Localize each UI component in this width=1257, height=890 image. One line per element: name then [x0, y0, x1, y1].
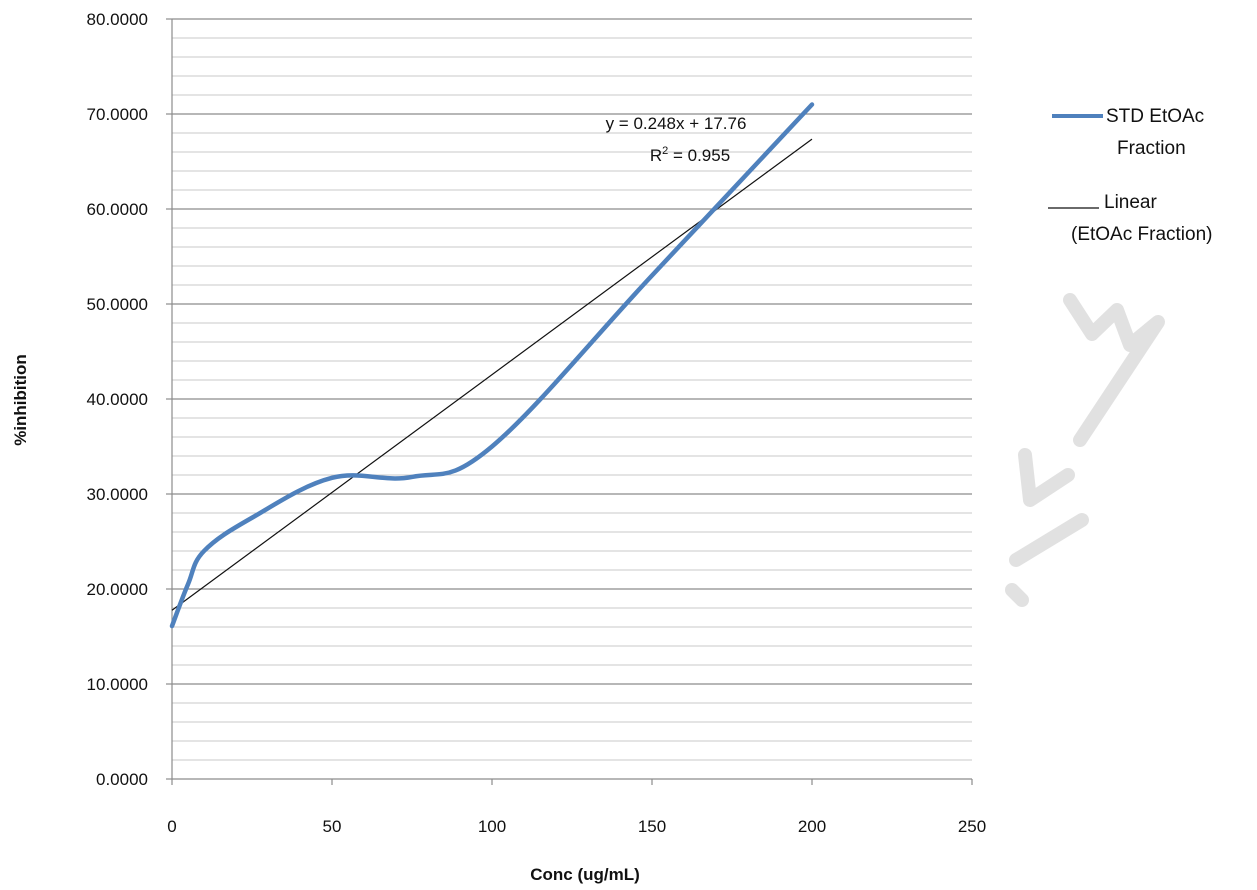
axes	[166, 18, 973, 785]
tick-labels: 0.0000 10.0000 20.0000 30.0000 40.0000 50.000…	[87, 10, 987, 836]
x-tick-label: 150	[638, 817, 666, 836]
legend-label-std-etoac-line1: STD EtOAc	[1106, 106, 1204, 127]
grid	[172, 18, 972, 761]
legend: STD EtOAc Fraction Linear (EtOAc Fractio…	[1048, 106, 1212, 245]
r-squared-label: R	[650, 146, 662, 165]
trendline-r-squared: R2 = 0.955	[650, 145, 730, 165]
y-tick-label: 80.0000	[87, 10, 148, 29]
watermark	[1005, 293, 1165, 607]
x-axis-title: Conc (ug/mL)	[530, 865, 640, 884]
y-tick-label: 50.0000	[87, 295, 148, 314]
legend-label-linear-line1: Linear	[1104, 192, 1157, 213]
y-tick-label: 40.0000	[87, 390, 148, 409]
trendline-equation: y = 0.248x + 17.76	[606, 114, 747, 133]
r-squared-value: = 0.955	[668, 146, 730, 165]
x-tick-label: 0	[167, 817, 176, 836]
y-tick-label: 0.0000	[96, 770, 148, 789]
plot-area	[169, 102, 815, 629]
legend-label-linear-line2: (EtOAc Fraction)	[1071, 224, 1212, 245]
series-line-std-etoac	[169, 102, 815, 629]
r-squared-superscript: 2	[662, 145, 668, 157]
x-tick-label: 200	[798, 817, 826, 836]
y-tick-label: 30.0000	[87, 485, 148, 504]
x-tick-label: 250	[958, 817, 986, 836]
y-axis-title: %inhibition	[11, 354, 30, 446]
y-tick-label: 60.0000	[87, 200, 148, 219]
y-tick-label: 10.0000	[87, 675, 148, 694]
legend-label-std-etoac-line2: Fraction	[1117, 138, 1186, 159]
y-tick-label: 70.0000	[87, 105, 148, 124]
x-tick-label: 50	[323, 817, 342, 836]
y-tick-label: 20.0000	[87, 580, 148, 599]
x-tick-label: 100	[478, 817, 506, 836]
